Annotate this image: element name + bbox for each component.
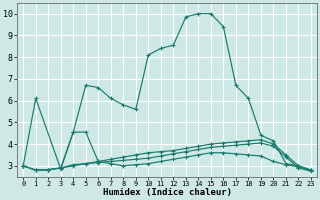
X-axis label: Humidex (Indice chaleur): Humidex (Indice chaleur): [103, 188, 232, 197]
